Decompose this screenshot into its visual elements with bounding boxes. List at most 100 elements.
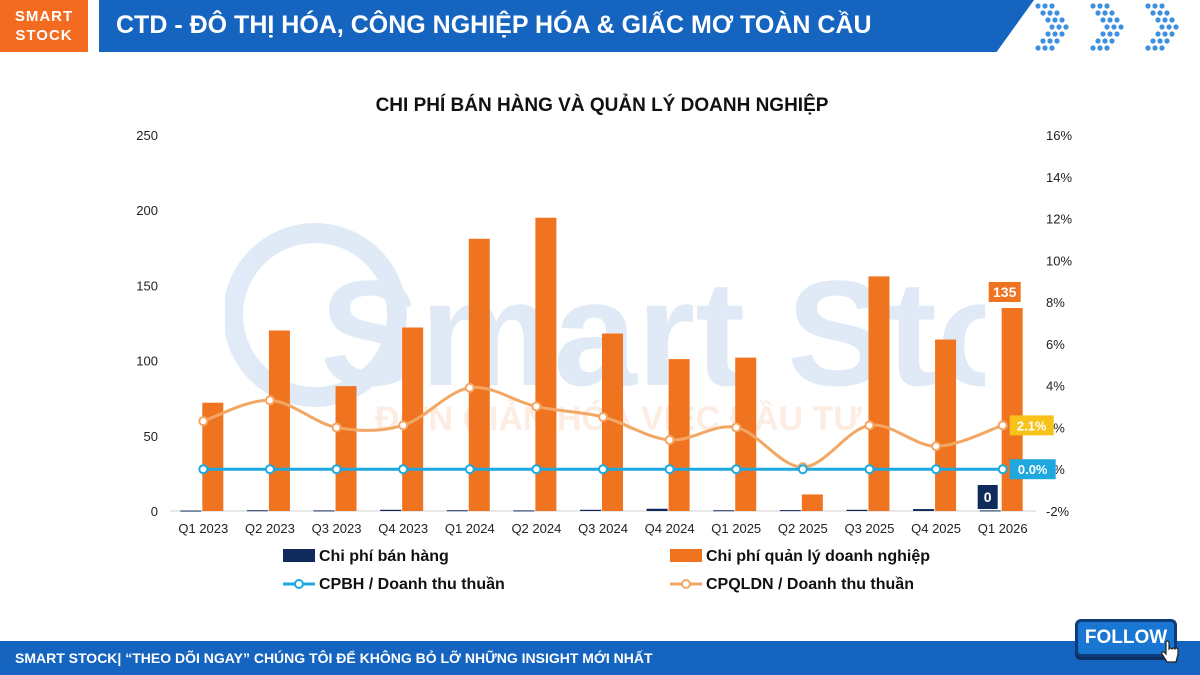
marker-cpbh bbox=[598, 464, 608, 475]
legend-marker bbox=[294, 579, 304, 589]
y-axis-right: -2%0%2%4%6%8%10%12%14%16% bbox=[1046, 128, 1072, 519]
legend-label: Chi phí bán hàng bbox=[319, 548, 449, 565]
y-axis-left: 0 50 100 150 200 250 bbox=[136, 128, 158, 519]
x-tick-label: Q1 2026 bbox=[978, 521, 1028, 536]
lines bbox=[198, 382, 1008, 475]
chart-title: CHI PHÍ BÁN HÀNG VÀ QUẢN LÝ DOANH NGHIỆP bbox=[376, 94, 829, 116]
legend: Chi phí bán hàng Chi phí quản lý doanh ng… bbox=[283, 548, 930, 593]
title-band bbox=[99, 0, 1034, 52]
x-tick-label: Q2 2025 bbox=[778, 521, 828, 536]
data-label-cpbh-value: 0 bbox=[984, 489, 992, 505]
y-right-tick-label: 16% bbox=[1046, 128, 1072, 143]
logo-line-2: STOCK bbox=[15, 27, 73, 44]
bar-chi-phi-ban-hang bbox=[380, 509, 402, 511]
legend-label: CPQLDN / Doanh thu thuần bbox=[706, 576, 914, 593]
marker-cpqldn bbox=[198, 416, 209, 427]
y-right-tick-label: 8% bbox=[1046, 295, 1065, 310]
chevron-pattern-icon bbox=[1035, 3, 1179, 51]
x-tick-label: Q3 2024 bbox=[578, 521, 628, 536]
bar-chi-phi-ban-hang bbox=[713, 510, 735, 512]
marker-cpbh bbox=[264, 464, 275, 475]
data-label-cpqldn-value: 135 bbox=[993, 284, 1017, 300]
y-left-tick-label: 0 bbox=[151, 504, 158, 519]
bar-chi-phi-quan-ly bbox=[202, 402, 224, 511]
x-tick-label: Q1 2024 bbox=[445, 521, 495, 536]
bar-chi-phi-quan-ly bbox=[268, 330, 290, 511]
x-tick-label: Q3 2025 bbox=[845, 521, 895, 536]
y-right-tick-label: 12% bbox=[1046, 212, 1072, 227]
marker-cpbh bbox=[531, 464, 542, 475]
bar-chi-phi-ban-hang bbox=[846, 509, 868, 511]
bar-chi-phi-ban-hang bbox=[580, 509, 601, 511]
legend-marker bbox=[681, 579, 691, 589]
marker-cpqldn bbox=[398, 420, 409, 431]
legend-swatch bbox=[670, 549, 702, 562]
marker-cpqldn bbox=[598, 412, 608, 422]
bar-chi-phi-quan-ly bbox=[668, 359, 690, 511]
bar-chi-phi-quan-ly bbox=[1001, 307, 1023, 511]
bar-chi-phi-quan-ly bbox=[735, 357, 757, 511]
legend-swatch bbox=[283, 549, 315, 562]
sga-chart: CHI PHÍ BÁN HÀNG VÀ QUẢN LÝ DOANH NGHIỆP… bbox=[136, 94, 1072, 593]
marker-cpbh bbox=[398, 464, 409, 475]
marker-cpbh bbox=[464, 464, 475, 475]
page-title: CTD - ĐÔ THỊ HÓA, CÔNG NGHIỆP HÓA & GIẤC… bbox=[116, 11, 872, 39]
data-label-cpbh-ratio: 0.0% bbox=[1018, 462, 1048, 477]
label-bg-navy bbox=[977, 485, 998, 509]
marker-cpqldn bbox=[331, 422, 342, 433]
y-left-tick-label: 100 bbox=[136, 354, 158, 369]
y-left-tick-label: 150 bbox=[136, 278, 158, 293]
bar-chi-phi-ban-hang bbox=[913, 509, 935, 511]
legend-label: Chi phí quản lý doanh nghiệp bbox=[706, 548, 930, 565]
marker-cpqldn bbox=[664, 434, 675, 445]
logo-line-1: SMART bbox=[14, 8, 74, 25]
bar-chi-phi-ban-hang bbox=[513, 510, 535, 512]
bar-chi-phi-quan-ly bbox=[468, 238, 490, 511]
legend-label: CPBH / Doanh thu thuần bbox=[319, 576, 505, 593]
x-tick-label: Q1 2023 bbox=[178, 521, 228, 536]
footer-text: SMART STOCK| “THEO DÕI NGAY” CHÚNG TÔI Đ… bbox=[15, 650, 653, 666]
marker-cpbh bbox=[864, 464, 875, 475]
x-tick-label: Q1 2025 bbox=[711, 521, 761, 536]
bar-chi-phi-ban-hang bbox=[979, 510, 1001, 512]
marker-cpqldn bbox=[731, 422, 742, 433]
y-left-tick-label: 50 bbox=[144, 429, 158, 444]
marker-cpqldn bbox=[531, 401, 542, 412]
y-right-tick-label: -2% bbox=[1046, 504, 1070, 519]
marker-cpbh bbox=[331, 464, 342, 475]
marker-cpqldn bbox=[997, 420, 1008, 431]
x-tick-label: Q4 2025 bbox=[911, 521, 961, 536]
marker-cpbh bbox=[664, 464, 675, 475]
marker-cpbh bbox=[731, 464, 742, 475]
bar-chi-phi-ban-hang bbox=[779, 510, 801, 512]
y-right-tick-label: 4% bbox=[1046, 379, 1065, 394]
top-bar: SMART STOCK CTD - ĐÔ THỊ HÓA, CÔNG NGHIỆ… bbox=[0, 0, 1200, 54]
bar-chi-phi-quan-ly bbox=[801, 494, 823, 511]
smart-stock-logo: SMART STOCK bbox=[0, 0, 88, 52]
x-axis: Q1 2023 Q2 2023 Q3 2023 Q4 2023 Q1 2024 Q2 20… bbox=[170, 510, 1036, 536]
y-left-tick-label: 250 bbox=[136, 128, 158, 143]
data-labels: 135 0 2.1% 0.0% bbox=[977, 281, 1056, 509]
bar-chi-phi-quan-ly bbox=[335, 386, 357, 511]
follow-button[interactable]: FOLLOW bbox=[1075, 619, 1177, 657]
bar-chi-phi-quan-ly bbox=[535, 217, 557, 511]
bar-chi-phi-quan-ly bbox=[868, 276, 890, 511]
bar-chi-phi-ban-hang bbox=[646, 508, 668, 511]
bar-chi-phi-ban-hang bbox=[180, 510, 202, 512]
x-tick-label: Q2 2024 bbox=[511, 521, 561, 536]
x-tick-label: Q3 2023 bbox=[312, 521, 362, 536]
data-label-cpqldn-ratio: 2.1% bbox=[1017, 418, 1047, 433]
marker-cpqldn bbox=[931, 441, 942, 452]
label-bg-orange bbox=[988, 281, 1021, 302]
marker-cpqldn bbox=[464, 382, 475, 393]
hand-cursor-icon bbox=[1161, 640, 1179, 663]
bar-chi-phi-quan-ly bbox=[402, 327, 424, 511]
bar-chi-phi-ban-hang bbox=[313, 510, 335, 512]
marker-cpbh bbox=[997, 464, 1008, 475]
bar-chi-phi-quan-ly bbox=[935, 339, 957, 511]
bottom-bar bbox=[0, 641, 1200, 675]
marker-cpqldn bbox=[264, 395, 275, 406]
label-bg-cyan bbox=[1009, 459, 1056, 480]
marker-cpbh bbox=[931, 464, 942, 475]
marker-cpbh bbox=[797, 464, 808, 475]
